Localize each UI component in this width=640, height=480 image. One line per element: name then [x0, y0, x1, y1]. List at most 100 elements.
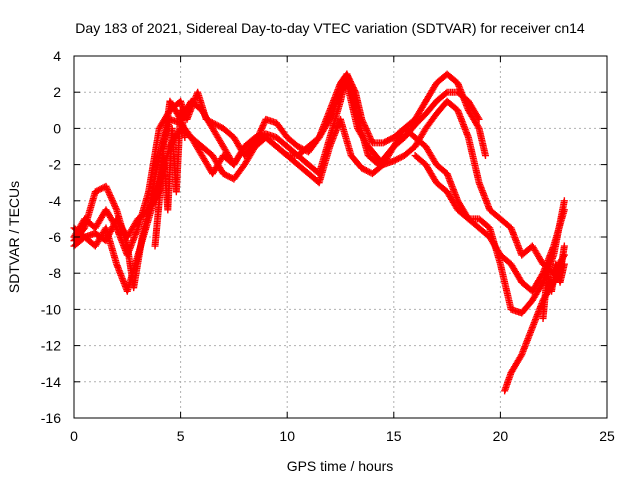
- data-point: [259, 122, 267, 130]
- y-tick-label: 2: [53, 84, 61, 100]
- series-track-h: [539, 260, 568, 322]
- data-point: [397, 153, 405, 161]
- y-tick-label: -12: [41, 338, 61, 354]
- y-tick-label: -4: [49, 193, 62, 209]
- data-point: [110, 200, 118, 208]
- data-point: [108, 195, 116, 203]
- data-point: [387, 135, 395, 143]
- data-point: [103, 184, 111, 192]
- data-point: [297, 144, 305, 152]
- chart-title: Day 183 of 2021, Sidereal Day-to-day VTE…: [75, 20, 585, 36]
- data-point: [295, 143, 303, 151]
- series-track-e: [411, 152, 568, 295]
- axis-ticks: 0 5 10 15 20 25 -16 -14 -12 -10 -8 -6 -4 -2 0 2 4: [41, 48, 615, 444]
- data-point: [560, 197, 568, 205]
- data-point: [442, 89, 450, 97]
- y-tick-label: -16: [41, 410, 61, 426]
- data-point: [107, 193, 115, 201]
- data-points: [70, 70, 568, 395]
- data-point: [181, 133, 189, 141]
- data-point: [219, 170, 227, 178]
- data-point: [366, 133, 374, 141]
- series-track-b: [70, 70, 489, 245]
- data-point: [560, 206, 568, 214]
- data-point: [394, 155, 402, 163]
- data-point: [560, 260, 568, 268]
- data-point: [381, 138, 389, 146]
- data-point: [260, 120, 268, 128]
- data-point: [364, 128, 372, 136]
- data-point: [225, 173, 233, 181]
- data-point: [364, 129, 372, 137]
- data-point: [96, 185, 104, 193]
- data-point: [111, 203, 119, 211]
- data-point: [393, 155, 401, 163]
- data-point: [109, 198, 117, 206]
- data-point: [359, 165, 367, 173]
- data-point: [108, 196, 116, 204]
- data-point: [362, 167, 370, 175]
- data-point: [364, 167, 372, 175]
- x-tick-label: 0: [70, 428, 78, 444]
- data-point: [396, 154, 404, 162]
- data-point: [258, 123, 266, 131]
- data-point: [385, 136, 393, 144]
- data-point: [254, 133, 262, 141]
- x-tick-label: 20: [493, 428, 509, 444]
- data-point: [256, 128, 264, 136]
- data-point: [94, 186, 102, 194]
- data-point: [255, 131, 263, 139]
- data-point: [253, 134, 261, 142]
- data-point: [300, 146, 308, 154]
- data-point: [221, 170, 229, 178]
- data-point: [474, 114, 482, 122]
- x-tick-label: 10: [279, 428, 295, 444]
- data-point: [379, 139, 387, 147]
- x-tick-label: 25: [599, 428, 615, 444]
- data-point: [474, 123, 482, 131]
- data-point: [365, 131, 373, 139]
- data-point: [258, 125, 266, 133]
- y-tick-label: -2: [49, 157, 62, 173]
- data-point: [104, 187, 112, 195]
- data-point: [93, 187, 101, 195]
- data-point: [255, 129, 263, 137]
- data-point: [111, 201, 119, 209]
- data-point: [251, 139, 259, 147]
- y-axis-label: SDTVAR / TECUs: [6, 181, 22, 293]
- y-tick-label: -8: [49, 265, 62, 281]
- data-point: [257, 126, 265, 134]
- data-point: [112, 204, 120, 212]
- y-tick-label: -6: [49, 229, 62, 245]
- data-point: [97, 185, 105, 193]
- y-tick-label: -14: [41, 374, 61, 390]
- data-point: [112, 222, 120, 230]
- y-tick-label: 0: [53, 120, 61, 136]
- data-point: [298, 145, 306, 153]
- data-point: [366, 134, 374, 142]
- series-track-d: [70, 70, 483, 259]
- data-point: [367, 136, 375, 144]
- data-point: [106, 190, 114, 198]
- data-point: [222, 171, 230, 179]
- data-point: [382, 137, 390, 145]
- data-point: [475, 115, 483, 123]
- data-point: [91, 188, 99, 196]
- data-point: [560, 242, 568, 250]
- data-point: [106, 192, 114, 200]
- data-point: [252, 137, 260, 145]
- data-point: [481, 152, 489, 160]
- y-tick-label: -10: [41, 301, 61, 317]
- data-point: [253, 136, 261, 144]
- data-point: [294, 143, 302, 150]
- x-tick-label: 15: [386, 428, 402, 444]
- y-tick-label: 4: [53, 48, 61, 64]
- data-point: [105, 189, 113, 197]
- data-point: [103, 185, 111, 193]
- data-point: [224, 172, 232, 180]
- x-axis-label: GPS time / hours: [287, 458, 394, 474]
- data-point: [361, 166, 369, 174]
- data-point: [517, 352, 525, 360]
- data-point: [102, 182, 110, 190]
